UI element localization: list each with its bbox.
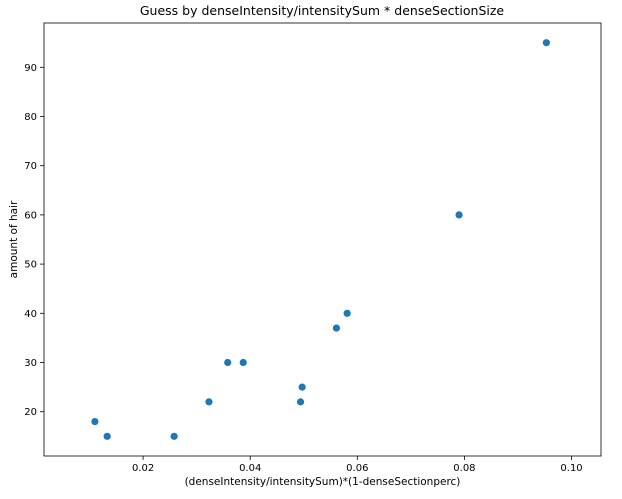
data-point [343,309,351,317]
x-tick-label: 0.10 [560,463,582,474]
y-tick-label: 40 [24,309,37,320]
y-tick-label: 60 [24,210,37,221]
chart-title: Guess by denseIntensity/intensitySum * d… [140,3,505,18]
x-axis-label: (denseIntensity/intensitySum)*(1-denseSe… [185,476,461,488]
data-point [542,39,550,47]
data-point [332,324,341,332]
data-point [239,358,247,367]
x-tick-label: 0.06 [346,463,368,474]
data-point [296,398,305,406]
x-tick-label: 0.04 [239,463,261,474]
y-axis-label: amount of hair [8,200,20,278]
y-tick-label: 30 [24,358,37,369]
data-point [91,417,99,426]
data-point [224,358,232,367]
y-tick-label: 50 [24,260,37,271]
data-point [298,383,306,391]
y-tick-label: 20 [24,407,37,418]
x-axis-ticks: 0.02 0.04 0.06 0.08 0.10 [132,456,583,474]
x-tick-label: 0.08 [453,463,475,474]
y-axis-ticks: 20 30 40 50 60 70 80 90 [24,63,44,418]
plot-area-frame [43,22,602,457]
data-point [455,211,463,219]
data-point [103,432,111,440]
x-tick-label: 0.02 [132,463,154,474]
data-points [91,39,550,440]
y-tick-label: 70 [24,161,37,172]
data-point [170,432,178,440]
y-tick-label: 90 [24,63,37,74]
y-tick-label: 80 [24,112,37,123]
data-point [205,398,213,406]
